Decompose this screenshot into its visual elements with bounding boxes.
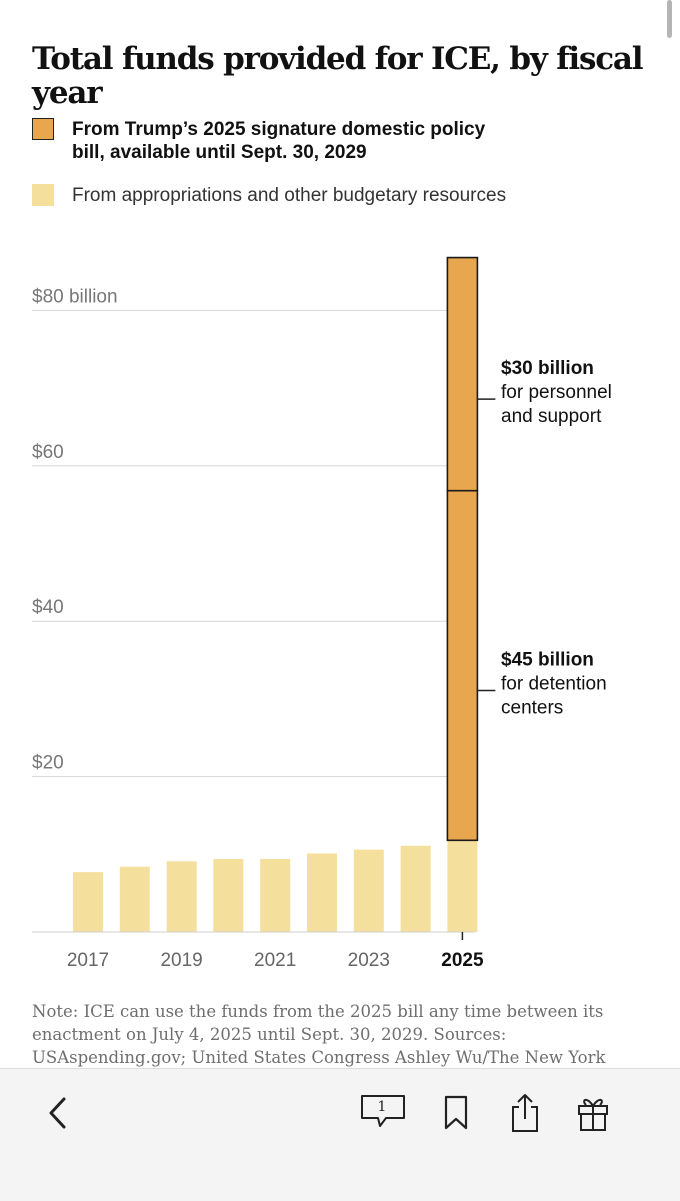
bar-appropriations-2019 (166, 861, 197, 932)
legend-item-bill: From Trump’s 2025 signature domestic pol… (32, 118, 492, 164)
legend-item-appropriations: From appropriations and other budgetary … (32, 184, 506, 207)
annotation-text: and support (501, 406, 602, 427)
back-button[interactable] (40, 1093, 76, 1133)
bookmark-icon (444, 1095, 468, 1130)
annotation-text: for detention (501, 673, 607, 694)
y-tick-label: $40 (32, 597, 64, 618)
share-button[interactable] (508, 1093, 542, 1133)
legend-swatch-bill (32, 118, 54, 140)
bar-chart: $20 $40 $60 $80 billion 2017 2019 2021 2023 2025… (32, 256, 612, 971)
bar-appropriations-2024 (400, 845, 431, 932)
x-tick-label-2017: 2017 (67, 950, 109, 971)
annotation-amount: $30 billion (501, 358, 594, 379)
bar-segment-detention (446, 489, 479, 842)
legend-label-bill: From Trump’s 2025 signature domestic pol… (72, 119, 486, 163)
bar-appropriations-2020 (213, 858, 244, 932)
scrollbar[interactable] (667, 0, 672, 38)
bar-appropriations-2025 (447, 840, 478, 932)
back-icon (49, 1097, 66, 1129)
annotation-text: centers (501, 697, 563, 718)
legend-label-appropriations: From appropriations and other budgetary … (72, 185, 507, 206)
bar-appropriations-2021 (260, 858, 291, 932)
bar-segment-personnel (446, 256, 479, 492)
bar-appropriations-2023 (353, 849, 384, 932)
y-tick-label: $60 (32, 442, 64, 463)
comments-count: 1 (377, 1099, 387, 1115)
y-tick-label: $20 (32, 753, 64, 774)
x-tick-label-2023: 2023 (348, 950, 390, 971)
bookmark-button[interactable] (442, 1093, 470, 1133)
bar-appropriations-2018 (119, 866, 150, 932)
share-icon (512, 1094, 538, 1132)
chart-title: Total funds provided for ICE, by fiscal … (32, 41, 644, 112)
x-tick-label-2019: 2019 (160, 950, 202, 971)
gift-icon (578, 1098, 608, 1131)
annotation-amount: $45 billion (501, 649, 594, 670)
comments-button[interactable]: 1 (360, 1093, 406, 1133)
x-tick-label-2021: 2021 (254, 950, 296, 971)
bottom-toolbar: 1 (0, 1068, 680, 1201)
y-tick-label: $80 billion (32, 286, 118, 307)
gift-button[interactable] (576, 1093, 610, 1133)
x-tick-label-2025: 2025 (441, 950, 484, 971)
bar-appropriations-2017 (73, 872, 103, 932)
chart-note: Note: ICE can use the funds from the 202… (32, 1002, 606, 1067)
annotation-text: for personnel (501, 382, 612, 403)
comments-icon: 1 (360, 1093, 406, 1133)
bar-appropriations-2022 (307, 853, 337, 932)
legend-swatch-appropriations (32, 184, 54, 206)
